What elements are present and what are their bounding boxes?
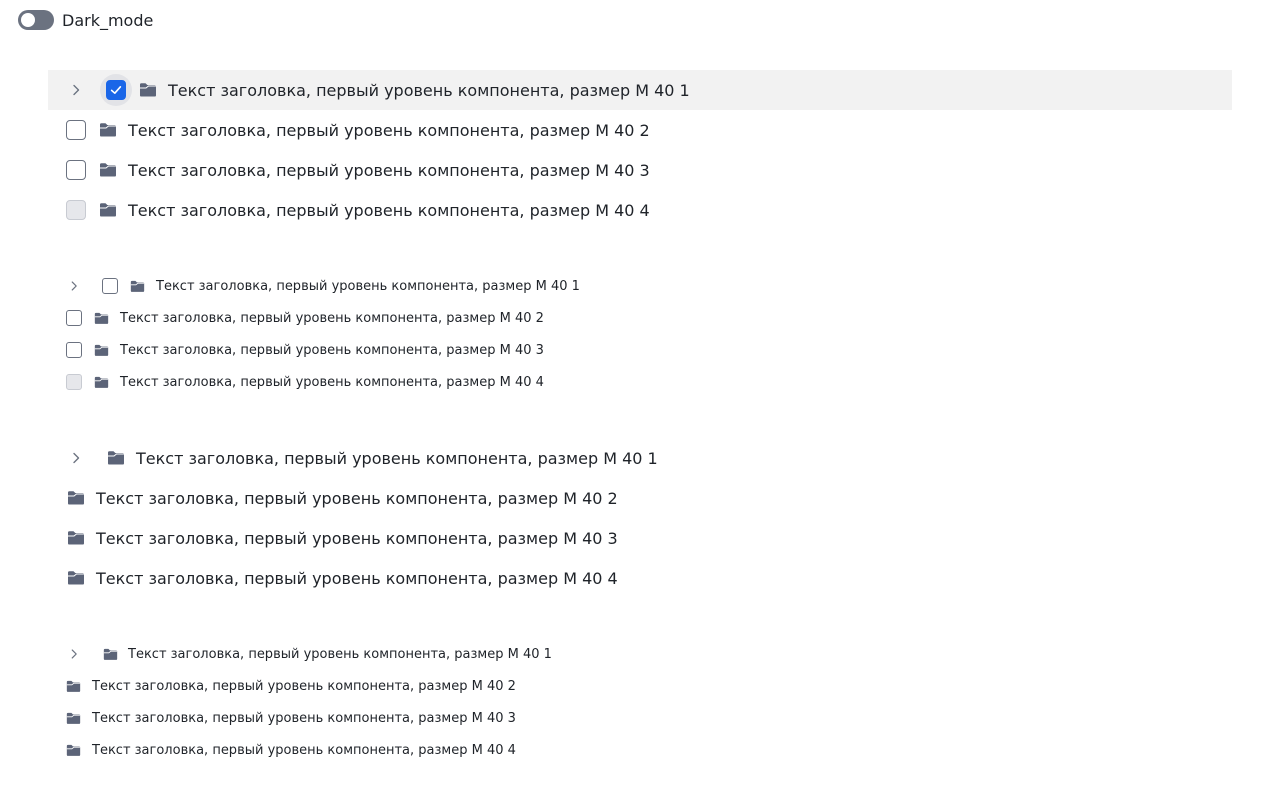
- folder-icon: [66, 743, 81, 758]
- tree-item-label: Текст заголовка, первый уровень компонен…: [92, 678, 516, 694]
- dark-mode-toggle-group: Dark_mode: [18, 10, 153, 30]
- checkbox-checked[interactable]: [106, 80, 126, 100]
- checkbox[interactable]: [66, 160, 86, 180]
- tree-item[interactable]: Текст заголовка, первый уровень компонен…: [48, 670, 1232, 702]
- tree-item-label: Текст заголовка, первый уровень компонен…: [128, 120, 650, 140]
- tree-item[interactable]: Текст заголовка, первый уровень компонен…: [48, 734, 1232, 766]
- folder-icon: [94, 375, 109, 390]
- chevron-right-icon[interactable]: [68, 450, 84, 466]
- check-icon: [110, 86, 122, 94]
- folder-icon: [99, 201, 117, 219]
- tree-item-label: Текст заголовка, первый уровень компонен…: [120, 310, 544, 326]
- tree-item-expandable[interactable]: Текст заголовка, первый уровень компонен…: [48, 638, 1232, 670]
- checkbox[interactable]: [66, 310, 82, 326]
- toggle-knob: [21, 13, 35, 27]
- tree-item-label: Текст заголовка, первый уровень компонен…: [136, 448, 658, 468]
- folder-icon: [107, 449, 125, 467]
- folder-icon: [67, 489, 85, 507]
- tree-item-label: Текст заголовка, первый уровень компонен…: [96, 528, 618, 548]
- tree-item-label: Текст заголовка, первый уровень компонен…: [96, 488, 618, 508]
- tree-item-disabled: Текст заголовка, первый уровень компонен…: [48, 190, 1232, 230]
- tree-item[interactable]: Текст заголовка, первый уровень компонен…: [48, 558, 1232, 598]
- tree-item[interactable]: Текст заголовка, первый уровень компонен…: [48, 302, 1232, 334]
- dark-mode-label: Dark_mode: [62, 10, 154, 30]
- tree-item-label: Текст заголовка, первый уровень компонен…: [120, 374, 544, 390]
- tree-item[interactable]: Текст заголовка, первый уровень компонен…: [48, 478, 1232, 518]
- tree-item-expandable[interactable]: Текст заголовка, первый уровень компонен…: [48, 438, 1232, 478]
- checkbox[interactable]: [102, 278, 118, 294]
- tree-item-label: Текст заголовка, первый уровень компонен…: [168, 80, 690, 100]
- checkbox[interactable]: [66, 342, 82, 358]
- tree-item-label: Текст заголовка, первый уровень компонен…: [92, 742, 516, 758]
- tree-item-label: Текст заголовка, первый уровень компонен…: [120, 342, 544, 358]
- tree-item-expandable[interactable]: Текст заголовка, первый уровень компонен…: [48, 270, 1232, 302]
- tree-item-expandable[interactable]: Текст заголовка, первый уровень компонен…: [48, 70, 1232, 110]
- chevron-right-icon[interactable]: [68, 82, 84, 98]
- folder-icon: [66, 679, 81, 694]
- dark-mode-toggle[interactable]: [18, 10, 54, 30]
- folder-icon: [130, 279, 145, 294]
- folder-icon: [66, 711, 81, 726]
- folder-icon: [67, 569, 85, 587]
- folder-icon: [94, 311, 109, 326]
- chevron-right-icon[interactable]: [67, 647, 81, 661]
- tree-item-disabled: Текст заголовка, первый уровень компонен…: [48, 366, 1232, 398]
- tree-item[interactable]: Текст заголовка, первый уровень компонен…: [48, 702, 1232, 734]
- folder-icon: [99, 161, 117, 179]
- tree-item-label: Текст заголовка, первый уровень компонен…: [92, 710, 516, 726]
- folder-icon: [99, 121, 117, 139]
- checkbox-disabled: [66, 200, 86, 220]
- tree-item[interactable]: Текст заголовка, первый уровень компонен…: [48, 110, 1232, 150]
- tree-item-label: Текст заголовка, первый уровень компонен…: [128, 160, 650, 180]
- tree-item[interactable]: Текст заголовка, первый уровень компонен…: [48, 518, 1232, 558]
- tree-item[interactable]: Текст заголовка, первый уровень компонен…: [48, 334, 1232, 366]
- folder-icon: [67, 529, 85, 547]
- tree-item-label: Текст заголовка, первый уровень компонен…: [128, 200, 650, 220]
- tree-item-label: Текст заголовка, первый уровень компонен…: [156, 278, 580, 294]
- tree-item[interactable]: Текст заголовка, первый уровень компонен…: [48, 150, 1232, 190]
- folder-icon: [139, 81, 157, 99]
- checkbox-disabled: [66, 374, 82, 390]
- checkbox[interactable]: [66, 120, 86, 140]
- tree-item-label: Текст заголовка, первый уровень компонен…: [128, 646, 552, 662]
- folder-icon: [103, 647, 118, 662]
- chevron-right-icon[interactable]: [67, 279, 81, 293]
- tree-item-label: Текст заголовка, первый уровень компонен…: [96, 568, 618, 588]
- folder-icon: [94, 343, 109, 358]
